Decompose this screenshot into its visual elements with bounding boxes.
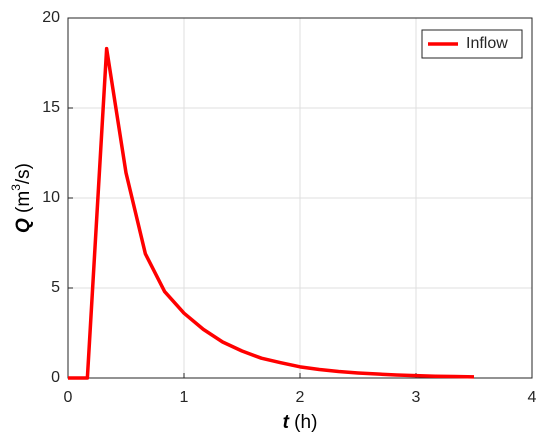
- y-label-unit: (m: [13, 191, 34, 218]
- x-label-unit: (h): [289, 412, 318, 433]
- y-label-unit-end: /s): [13, 163, 34, 184]
- x-axis-label: t (h): [283, 412, 318, 433]
- x-tick-label: 0: [64, 389, 73, 406]
- y-tick-label: 10: [42, 189, 60, 206]
- x-tick-label: 4: [528, 389, 537, 406]
- legend-label: Inflow: [466, 35, 508, 52]
- x-tick-label: 1: [180, 389, 189, 406]
- y-label-sup: 3: [9, 184, 23, 191]
- y-axis-label: Q (m3/s): [9, 163, 34, 233]
- y-tick-label: 0: [51, 369, 60, 386]
- x-tick-label: 2: [296, 389, 305, 406]
- x-tick-label: 3: [412, 389, 421, 406]
- legend: Inflow: [421, 29, 523, 59]
- y-label-var: Q: [13, 218, 34, 233]
- data-line: [68, 46, 475, 380]
- plot-frame: [67, 17, 533, 379]
- y-tick-label: 20: [42, 9, 60, 26]
- x-label-var: t: [283, 412, 290, 433]
- y-tick-label: 5: [51, 279, 60, 296]
- y-tick-label: 15: [42, 99, 60, 116]
